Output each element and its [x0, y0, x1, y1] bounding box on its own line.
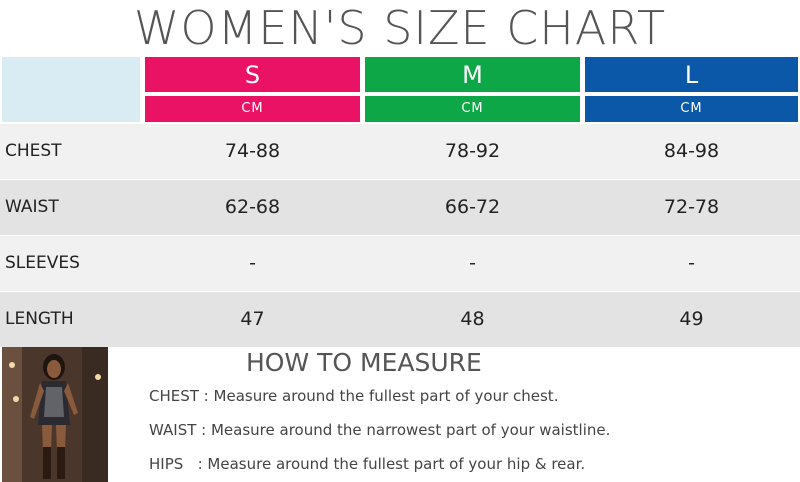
table-cell: - [469, 252, 476, 274]
table-cell: - [249, 252, 256, 274]
row-label: LENGTH [5, 309, 74, 329]
row-label: WAIST [5, 197, 59, 217]
size-label-l: L [585, 57, 798, 92]
table-cell: 84-98 [663, 140, 720, 162]
row-label: SLEEVES [5, 253, 80, 273]
how-to-measure-title: HOW TO MEASURE [246, 348, 482, 377]
size-column-s: S CM [145, 57, 360, 122]
measure-item-chest: CHEST : Measure around the fullest part … [149, 386, 558, 406]
table-cell: 78-92 [444, 140, 501, 162]
table-row-chest: CHEST 74-88 78-92 84-98 [0, 124, 800, 179]
table-cell: 49 [679, 308, 704, 330]
table-cell: 72-78 [663, 196, 720, 218]
row-label: CHEST [5, 141, 62, 161]
table-cell: - [688, 252, 695, 274]
unit-label-m: CM [365, 96, 580, 122]
unit-label-s: CM [145, 96, 360, 122]
model-silhouette-icon [2, 347, 108, 482]
table-row-sleeves: SLEEVES - - - [0, 236, 800, 291]
size-label-m: M [365, 57, 580, 92]
measure-text: Measure around the narrowest part of you… [210, 421, 611, 439]
measure-key: WAIST : [149, 421, 207, 439]
header-corner [2, 57, 140, 122]
measure-key: CHEST : [149, 387, 209, 405]
table-cell: 74-88 [224, 140, 281, 162]
size-column-l: L CM [585, 57, 798, 122]
table-cell: 47 [240, 308, 265, 330]
measure-text: Measure around the fullest part of your … [213, 387, 559, 405]
measure-item-waist: WAIST : Measure around the narrowest par… [149, 420, 610, 440]
model-photo [2, 347, 108, 482]
measure-text: Measure around the fullest part of your … [207, 455, 586, 473]
table-row-waist: WAIST 62-68 66-72 72-78 [0, 180, 800, 235]
size-column-m: M CM [365, 57, 580, 122]
unit-label-l: CM [585, 96, 798, 122]
size-label-s: S [145, 57, 360, 92]
table-cell: 66-72 [444, 196, 501, 218]
table-cell: 48 [460, 308, 485, 330]
table-row-length: LENGTH 47 48 49 [0, 292, 800, 347]
measure-item-hips: HIPS : Measure around the fullest part o… [149, 454, 585, 474]
measure-key: HIPS : [149, 455, 203, 473]
table-cell: 62-68 [224, 196, 281, 218]
page-title: WOMEN'S SIZE CHART [133, 1, 667, 55]
